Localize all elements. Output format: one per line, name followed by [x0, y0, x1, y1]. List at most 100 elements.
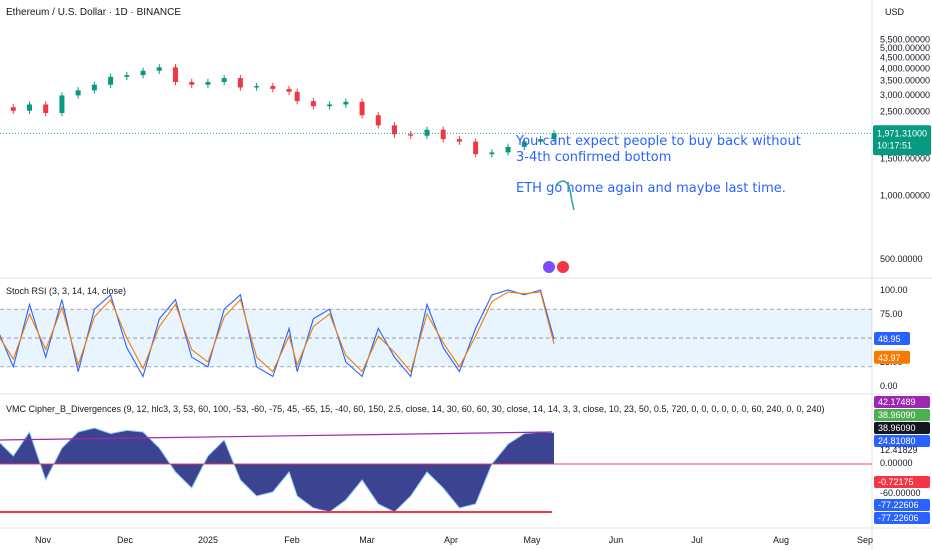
price-candle: [43, 104, 49, 113]
rsi-title: Stoch RSI (3, 3, 14, 14, close): [6, 286, 126, 296]
price-candle: [286, 88, 292, 92]
cipher-value-badge: [874, 409, 930, 421]
time-tick-label: Jun: [609, 535, 624, 545]
price-candle: [75, 90, 81, 96]
price-candle: [343, 101, 349, 105]
price-candle: [375, 115, 381, 126]
last-price-badge: [873, 125, 931, 156]
cipher-value-badge: [874, 476, 930, 488]
price-candle: [26, 104, 32, 111]
currency-label: USD: [885, 7, 905, 17]
price-candle: [221, 78, 227, 83]
cipher-value-text: -77.22606: [878, 513, 919, 523]
cipher-value-text: 42.17489: [878, 397, 916, 407]
time-tick-label: Aug: [773, 535, 789, 545]
cipher-value-text: 38.96090: [878, 423, 916, 433]
cipher-tick-label: 0.00000: [880, 458, 913, 468]
chart-title: Ethereum / U.S. Dollar · 1D · BINANCE: [6, 7, 182, 18]
price-tick-label: 2,500.00000: [880, 107, 930, 117]
price-candle: [156, 67, 162, 71]
price-candle: [424, 129, 430, 136]
cipher-title: VMC Cipher_B_Divergences (9, 12, hlc3, 3…: [6, 404, 825, 414]
flag-icon: [557, 261, 569, 273]
cipher-wave-line: [0, 427, 555, 513]
rsi-tick-label: 0.00: [880, 381, 898, 391]
cipher-value-badge: [874, 512, 930, 524]
price-candle: [108, 76, 114, 85]
price-tick-label: 1,500.00000: [880, 153, 930, 163]
rsi-line-k: [0, 289, 555, 378]
time-tick-label: Dec: [117, 535, 134, 545]
cipher-value-text: -0.72175: [878, 477, 914, 487]
annotation-arrow: [555, 180, 575, 211]
cipher-value-badge: [874, 435, 930, 447]
price-candle: [10, 107, 16, 111]
rsi-k-badge: [874, 332, 910, 346]
price-candle: [489, 152, 495, 155]
price-tick-label: 500.00000: [880, 254, 923, 264]
cipher-money-flow: [0, 431, 553, 441]
price-candle: [189, 82, 195, 85]
cipher-tick-label: -60.00000: [880, 488, 921, 498]
countdown-value: 10:17:51: [877, 140, 912, 150]
time-tick-label: May: [523, 535, 541, 545]
price-candle: [205, 82, 211, 85]
price-candle: [473, 141, 479, 155]
price-candle: [392, 125, 398, 135]
event-icon: [543, 261, 555, 273]
price-candle: [440, 129, 446, 140]
cipher-value-text: 24.81080: [878, 436, 916, 446]
rsi-tick-label: 75.00: [880, 309, 903, 319]
time-tick-label: 2025: [198, 535, 218, 545]
cipher-value-badge: [874, 396, 930, 408]
cipher-value-text: -77.22606: [878, 500, 919, 510]
price-candle: [270, 86, 276, 89]
time-tick-label: Sep: [857, 535, 873, 545]
price-tick-label: 3,000.00000: [880, 90, 930, 100]
rsi-d-badge: [874, 350, 910, 364]
cipher-value-text: 38.96090: [878, 410, 916, 420]
price-candle: [310, 101, 316, 107]
price-tick-label: 5,000.00000: [880, 43, 930, 53]
annotation-line-2: 3-4th confirmed bottom: [516, 150, 671, 165]
cipher-wave-area: [0, 428, 554, 512]
price-candle: [521, 141, 527, 147]
cipher-tick-label: 12.41829: [880, 445, 918, 455]
price-candle: [172, 67, 178, 83]
price-candle: [59, 95, 65, 113]
time-tick-label: Jul: [691, 535, 703, 545]
rsi-tick-label: 100.00: [880, 285, 908, 295]
time-tick-label: Mar: [359, 535, 375, 545]
price-candle: [254, 86, 260, 88]
price-candle: [91, 84, 97, 91]
time-tick-label: Nov: [35, 535, 52, 545]
time-tick-label: Apr: [444, 535, 458, 545]
price-candle: [124, 75, 130, 77]
price-tick-label: 4,500.00000: [880, 53, 930, 63]
last-price-value: 1,971.31000: [877, 128, 927, 138]
time-tick-label: Feb: [284, 535, 300, 545]
price-tick-label: 4,000.00000: [880, 63, 930, 73]
price-candle: [294, 91, 300, 102]
price-tick-label: 1,000.00000: [880, 190, 930, 200]
price-candle: [551, 133, 557, 140]
price-candle: [538, 139, 544, 142]
price-candle: [359, 101, 365, 116]
price-tick-label: 3,500.00000: [880, 76, 930, 86]
price-candle: [456, 139, 462, 142]
price-candle: [237, 78, 243, 88]
rsi-k-value: 48.95: [878, 334, 901, 344]
rsi-line-d: [0, 291, 555, 373]
price-candle: [140, 70, 146, 76]
price-candle: [327, 104, 333, 107]
annotation-line-1: You cant expect people to buy back witho…: [515, 134, 801, 149]
cipher-value-badge: [874, 499, 930, 511]
annotation-line-3: ETH go home again and maybe last time.: [516, 181, 786, 196]
cipher-value-badge: [874, 422, 930, 434]
price-candle: [505, 146, 511, 153]
price-candle: [408, 134, 414, 136]
rsi-d-value: 43.97: [878, 353, 901, 363]
price-tick-label: 5,500.00000: [880, 34, 930, 44]
